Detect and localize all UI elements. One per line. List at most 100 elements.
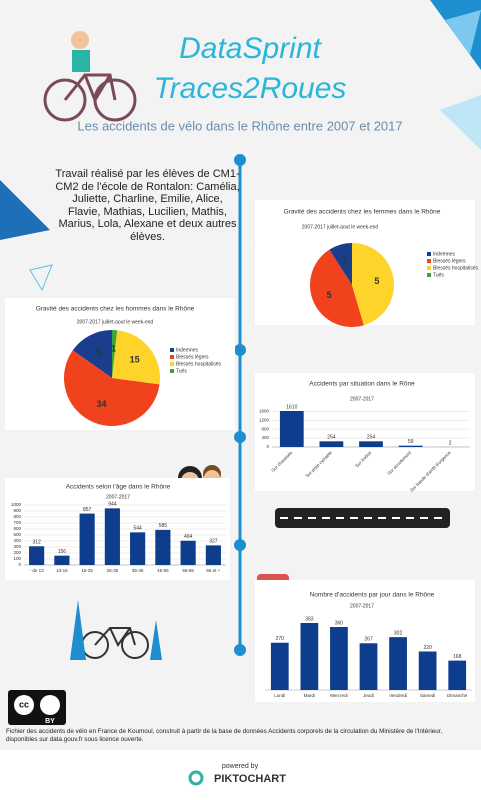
- value-label: 383: [305, 616, 314, 622]
- license: BY: [45, 718, 55, 725]
- title: DataSprint: [179, 32, 322, 65]
- legend-label: Indemnes: [433, 251, 455, 257]
- decor: [445, 10, 481, 55]
- powered-by: powered by: [222, 763, 259, 770]
- legend-label: Blessés légers: [433, 258, 466, 264]
- bar: [359, 643, 378, 690]
- y-tick-label: 1000: [11, 502, 22, 507]
- slice-label: 1: [111, 344, 116, 354]
- y-tick-label: 0: [266, 444, 269, 449]
- value-label: 404: [184, 534, 193, 540]
- legend-swatch: [170, 355, 174, 359]
- bar: [270, 642, 289, 690]
- y-tick-label: 800: [13, 514, 21, 519]
- bar: [319, 441, 344, 447]
- y-tick-label: 1200: [259, 417, 270, 422]
- slice-label: 15: [130, 355, 140, 365]
- bar: [448, 660, 467, 690]
- pie-slice: [72, 330, 112, 378]
- x-tick-label: Mercredi: [330, 693, 348, 698]
- subtitle: Les accidents de vélo dans le Rhône entr…: [77, 118, 402, 133]
- decor: [0, 180, 50, 240]
- footer-band: [0, 750, 481, 800]
- pie-slice: [63, 350, 160, 427]
- brand: PIKTOCHART: [214, 773, 286, 785]
- bar: [54, 555, 70, 565]
- credits: Travail réalisé par les élèves de CM1-CM…: [55, 168, 240, 243]
- legend-swatch: [427, 259, 431, 263]
- bar: [279, 411, 304, 447]
- legend-swatch: [427, 273, 431, 277]
- value-label: 944: [108, 502, 117, 508]
- x-tick-label: 65 et +: [206, 568, 220, 573]
- chart-title: Accidents par situation dans le Rône: [309, 381, 415, 388]
- cc-text: cc: [19, 699, 29, 709]
- bar: [205, 545, 221, 565]
- x-tick-label: 55-65: [182, 568, 194, 573]
- bar: [330, 627, 348, 690]
- value-label: 254: [327, 435, 336, 441]
- footer-text: Fichier des accidents de vélo en France …: [6, 728, 443, 743]
- x-tick-label: 13-16: [56, 568, 68, 573]
- value-label: 857: [83, 507, 92, 513]
- cc-badge: cc BY: [8, 690, 66, 725]
- legend-swatch: [427, 266, 431, 270]
- legend-swatch: [427, 252, 431, 256]
- value-label: 1610: [286, 404, 297, 410]
- value-label: 544: [133, 526, 142, 532]
- bike-bottom: [70, 600, 162, 660]
- decor: [29, 264, 53, 292]
- title: Traces2Roues: [154, 72, 347, 105]
- bar: [180, 540, 196, 565]
- chart-title: Gravité des accidents chez les hommes da…: [36, 306, 195, 313]
- bar: [418, 651, 437, 690]
- bar: [79, 513, 95, 565]
- road: [275, 508, 450, 528]
- y-tick-label: 400: [13, 538, 21, 543]
- y-tick-label: 200: [13, 550, 21, 555]
- y-tick-label: 100: [13, 556, 21, 561]
- value-label: 270: [276, 636, 285, 642]
- x-tick-label: Lundi: [274, 693, 285, 698]
- bike-illustration: [43, 31, 137, 122]
- value-label: 59: [408, 439, 414, 445]
- slice-label: 5: [327, 290, 332, 300]
- x-tick-label: 25-35: [107, 568, 119, 573]
- y-tick-label: 600: [13, 526, 21, 531]
- legend-label: Indemnes: [176, 347, 198, 353]
- slice-label: 34: [97, 399, 107, 409]
- x-tick-label: Vendredi: [389, 693, 407, 698]
- y-tick-label: 1600: [259, 408, 270, 413]
- bar: [389, 637, 407, 690]
- bar: [398, 445, 423, 447]
- x-tick-label: Jeudi: [363, 693, 374, 698]
- legend-label: Tués: [176, 368, 187, 374]
- chart-subtitle: 2007-2017: [350, 603, 374, 609]
- legend-swatch: [170, 348, 174, 352]
- x-tick-label: 35-45: [132, 568, 144, 573]
- bar: [29, 546, 45, 565]
- slice-label: 1: [342, 255, 347, 265]
- x-tick-label: Samedi: [420, 693, 435, 698]
- y-tick-label: 800: [261, 426, 269, 431]
- chart-title: Gravité des accidents chez les femmes da…: [284, 209, 441, 216]
- legend-label: Blessés hospitalisés: [176, 361, 222, 367]
- x-tick-label: - de 13: [30, 568, 45, 573]
- legend-swatch: [170, 369, 174, 373]
- pie-slice: [112, 330, 160, 385]
- x-tick-label: 45-55: [157, 568, 169, 573]
- pie-slice: [112, 330, 118, 378]
- chart-subtitle: 2007-2017: [350, 396, 374, 402]
- value-label: 360: [335, 620, 344, 626]
- bar: [359, 441, 383, 447]
- legend-label: Blessés hospitalisés: [433, 265, 479, 271]
- value-label: 302: [394, 630, 403, 636]
- x-tick-label: 16-25: [81, 568, 93, 573]
- legend-swatch: [170, 362, 174, 366]
- chart-title: Accidents selon l'âge dans le Rhône: [66, 484, 171, 491]
- y-tick-label: 900: [13, 508, 21, 513]
- y-tick-label: 700: [13, 520, 21, 525]
- y-tick-label: 300: [13, 544, 21, 549]
